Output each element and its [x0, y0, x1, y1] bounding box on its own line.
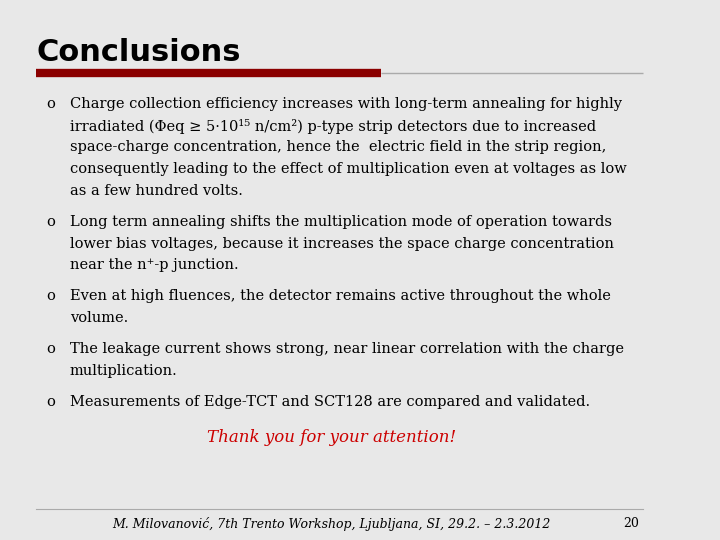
Text: irradiated (Φeq ≥ 5·10¹⁵ n/cm²) p-type strip detectors due to increased: irradiated (Φeq ≥ 5·10¹⁵ n/cm²) p-type s…: [70, 119, 595, 134]
Text: o: o: [46, 395, 55, 409]
Text: Thank you for your attention!: Thank you for your attention!: [207, 429, 456, 446]
Text: near the n⁺-p junction.: near the n⁺-p junction.: [70, 258, 238, 272]
Text: o: o: [46, 289, 55, 303]
Text: 20: 20: [624, 517, 639, 530]
Text: multiplication.: multiplication.: [70, 364, 177, 378]
Text: Measurements of Edge-TCT and SCT128 are compared and validated.: Measurements of Edge-TCT and SCT128 are …: [70, 395, 590, 409]
Text: Even at high fluences, the detector remains active throughout the whole: Even at high fluences, the detector rema…: [70, 289, 611, 303]
Text: Conclusions: Conclusions: [37, 38, 241, 67]
Text: lower bias voltages, because it increases the space charge concentration: lower bias voltages, because it increase…: [70, 237, 613, 251]
Text: space-charge concentration, hence the  electric field in the strip region,: space-charge concentration, hence the el…: [70, 140, 606, 154]
Text: o: o: [46, 215, 55, 229]
Text: The leakage current shows strong, near linear correlation with the charge: The leakage current shows strong, near l…: [70, 342, 624, 356]
Text: o: o: [46, 97, 55, 111]
Text: volume.: volume.: [70, 311, 128, 325]
Text: o: o: [46, 342, 55, 356]
Text: M. Milovanović, 7th Trento Workshop, Ljubljana, SI, 29.2. – 2.3.2012: M. Milovanović, 7th Trento Workshop, Lju…: [112, 517, 551, 531]
Text: Long term annealing shifts the multiplication mode of operation towards: Long term annealing shifts the multiplic…: [70, 215, 611, 229]
Text: consequently leading to the effect of multiplication even at voltages as low: consequently leading to the effect of mu…: [70, 162, 626, 176]
Text: as a few hundred volts.: as a few hundred volts.: [70, 184, 243, 198]
Text: Charge collection efficiency increases with long-term annealing for highly: Charge collection efficiency increases w…: [70, 97, 621, 111]
